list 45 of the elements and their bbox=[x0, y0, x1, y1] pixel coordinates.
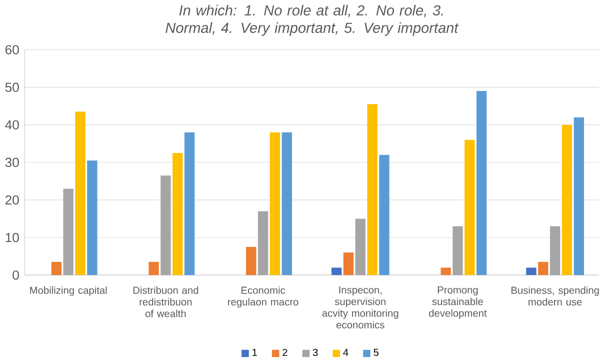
bar bbox=[476, 91, 487, 276]
legend-label: 4 bbox=[343, 348, 348, 356]
bar bbox=[270, 132, 280, 276]
x-tick-label: Promong sustainable development bbox=[429, 286, 487, 319]
bar bbox=[562, 124, 572, 276]
bar bbox=[526, 268, 536, 276]
bar bbox=[440, 268, 451, 276]
y-tick-label: 40 bbox=[5, 120, 19, 130]
bar bbox=[355, 218, 366, 276]
bar bbox=[538, 262, 548, 276]
bar bbox=[258, 211, 268, 276]
bar bbox=[367, 104, 378, 276]
y-tick-label: 0 bbox=[12, 270, 19, 280]
bar bbox=[550, 226, 560, 276]
x-tick-label: Inspecon, supervision acvity monitoring economics bbox=[322, 286, 398, 328]
bar bbox=[75, 112, 86, 276]
chart-title: In which: 1. No role at all, 2. No role, 3. Normal, 4. Very important, 5. Very important bbox=[166, 4, 459, 36]
y-tick-label: 60 bbox=[6, 45, 19, 54]
x-tick-label: Mobilizing capital bbox=[30, 286, 107, 296]
bar bbox=[343, 252, 354, 276]
legend-label: 1 bbox=[252, 348, 257, 356]
bar bbox=[464, 140, 475, 276]
bar bbox=[160, 176, 171, 276]
y-tick-label: 30 bbox=[5, 158, 19, 168]
bar bbox=[184, 132, 195, 276]
y-tick-label: 20 bbox=[6, 195, 19, 205]
legend-label: 5 bbox=[374, 348, 378, 356]
bar bbox=[51, 262, 62, 276]
bar bbox=[172, 153, 183, 276]
bar bbox=[246, 246, 256, 276]
bar bbox=[148, 262, 159, 276]
x-tick-label: Distribuon and redistribuon of wealth bbox=[133, 286, 198, 318]
bar bbox=[331, 268, 342, 276]
legend-label: 3 bbox=[312, 348, 318, 356]
bar bbox=[63, 188, 74, 276]
x-tick-label: Business, spending modern use bbox=[512, 286, 599, 306]
legend-label: 2 bbox=[282, 348, 288, 356]
bar bbox=[379, 154, 390, 276]
bar bbox=[282, 132, 292, 276]
y-tick-label: 10 bbox=[6, 232, 19, 242]
x-tick-label: Economic regulaon macro bbox=[228, 286, 298, 308]
bar bbox=[574, 117, 584, 276]
bar bbox=[87, 160, 98, 276]
y-tick-label: 50 bbox=[5, 82, 19, 92]
bar bbox=[452, 226, 463, 276]
